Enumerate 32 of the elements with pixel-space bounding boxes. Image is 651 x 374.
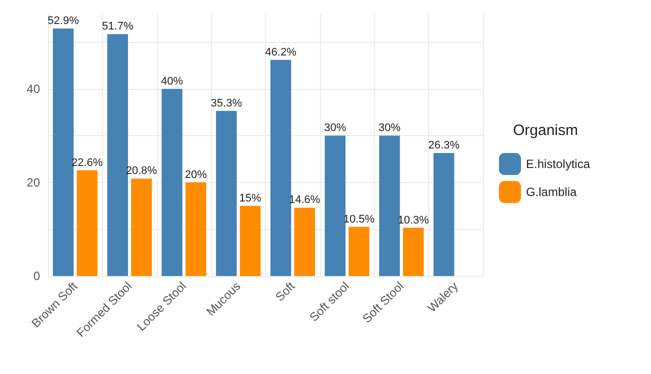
bar <box>162 88 182 276</box>
bar <box>294 208 315 276</box>
data-label: 35.3% <box>210 97 242 110</box>
x-tick-label: Soft <box>272 278 298 304</box>
bar <box>379 136 400 276</box>
data-label: 26.3% <box>428 139 460 152</box>
legend-label: E.histolytica <box>526 157 590 171</box>
data-label: 30% <box>378 122 401 134</box>
y-tick-label: 20 <box>26 175 40 190</box>
bar <box>216 110 237 276</box>
data-label: 46.2% <box>265 46 297 58</box>
data-label: 20% <box>184 168 208 181</box>
bar <box>402 228 424 276</box>
data-label: 15% <box>239 192 262 204</box>
bar <box>240 206 261 276</box>
bar <box>52 28 74 276</box>
bar <box>270 60 292 276</box>
bar <box>434 152 454 276</box>
data-label: 30% <box>324 122 346 134</box>
bar <box>185 182 206 276</box>
bar <box>107 34 128 276</box>
bar <box>324 136 346 276</box>
data-label: 52.9% <box>48 15 80 28</box>
bar <box>131 178 152 276</box>
y-tick-label: 0 <box>33 269 40 283</box>
y-tick-label: 40 <box>26 82 40 96</box>
legend-title: Organism <box>512 122 578 139</box>
bar <box>76 170 98 276</box>
bar <box>348 226 370 276</box>
legend-label: G.lamblia <box>526 185 577 199</box>
data-label: 51.7% <box>102 20 134 33</box>
data-label: 40% <box>160 75 184 88</box>
